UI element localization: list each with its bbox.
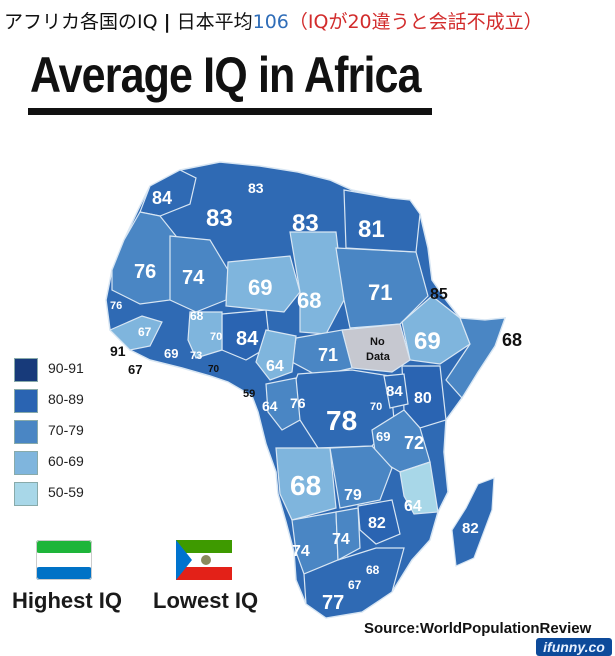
label-namibia: 74 xyxy=(292,543,310,560)
label-egypt: 81 xyxy=(358,216,385,243)
label-angola: 68 xyxy=(290,470,321,501)
label-rwanda: 70 xyxy=(370,401,382,413)
title-underline xyxy=(28,108,432,115)
label-no-data-a: No xyxy=(370,336,385,348)
label-eritrea: 85 xyxy=(430,286,448,303)
region-zambia xyxy=(329,445,393,509)
caption-bar: アフリカ各国のIQ | 日本平均106（IQが20違うと会話不成立） xyxy=(4,7,611,37)
label-nigeria: 84 xyxy=(236,328,259,350)
region-ghana xyxy=(187,311,223,359)
region-zimbabwe xyxy=(357,499,401,545)
legend-swatch xyxy=(14,389,38,413)
label-libya: 83 xyxy=(292,210,319,237)
equatorial-guinea-flag-icon xyxy=(176,540,232,580)
label-chad: 68 xyxy=(297,288,321,313)
label-ivory: 69 xyxy=(164,346,178,361)
label-togo: 73 xyxy=(190,350,202,362)
label-sudan: 71 xyxy=(368,280,392,305)
label-uganda: 84 xyxy=(386,383,403,400)
region-angola xyxy=(275,447,337,521)
region-congo-gabon xyxy=(265,377,301,431)
region-uganda xyxy=(383,373,409,409)
sierra-leone-flag-icon xyxy=(36,540,92,580)
legend-label: 70-79 xyxy=(48,422,84,438)
label-senegal: 76 xyxy=(110,300,122,312)
label-w-sahara: 76 xyxy=(134,261,156,283)
label-niger: 69 xyxy=(248,275,272,300)
label-eq-guinea: 59 xyxy=(243,388,255,400)
label-madagascar: 82 xyxy=(462,520,479,537)
label-car: 71 xyxy=(318,345,338,365)
label-malawi: 64 xyxy=(404,498,422,515)
label-ethiopia: 69 xyxy=(414,328,441,355)
region-egypt xyxy=(343,189,421,253)
map-title: Average IQ in Africa xyxy=(30,47,422,103)
lowest-iq-label: Lowest IQ xyxy=(153,588,259,613)
region-niger xyxy=(225,255,301,313)
ifunny-watermark: ifunny.co xyxy=(536,638,612,656)
label-somalia: 68 xyxy=(502,330,522,350)
region-west-sahara xyxy=(111,211,177,305)
label-zambia: 79 xyxy=(344,487,362,504)
legend-swatch xyxy=(14,482,38,506)
region-south-africa xyxy=(303,547,405,619)
caption-note: （IQが20違うと会話不成立） xyxy=(288,11,543,33)
label-burkina: 68 xyxy=(190,309,204,323)
legend-swatch xyxy=(14,420,38,444)
region-somalia xyxy=(445,317,506,400)
region-madagascar xyxy=(451,477,495,567)
label-mali: 74 xyxy=(182,267,205,289)
legend-label: 60-69 xyxy=(48,453,84,469)
label-tanzania: 72 xyxy=(404,433,424,453)
region-south-sudan xyxy=(341,323,411,373)
legend-swatch xyxy=(14,358,38,382)
label-benin: 70 xyxy=(208,364,220,375)
caption-middle: 日本平均 xyxy=(176,11,253,33)
label-morocco: 84 xyxy=(152,188,172,208)
japan-value: 106 xyxy=(252,11,289,33)
label-algeria-north: 83 xyxy=(248,180,264,196)
legend-label: 50-59 xyxy=(48,484,84,500)
label-congo: 76 xyxy=(290,395,306,411)
region-cameroon xyxy=(255,329,297,381)
region-malawi xyxy=(399,461,439,515)
label-guinea: 67 xyxy=(138,325,152,339)
label-botswana: 74 xyxy=(332,531,350,548)
legend-swatch xyxy=(14,451,38,475)
label-cameroon: 64 xyxy=(266,358,284,375)
label-lesotho: 68 xyxy=(366,563,380,577)
caption-prefix: アフリカ各国のIQ xyxy=(4,11,158,33)
label-sierra-leone: 91 xyxy=(110,343,126,359)
region-guinea xyxy=(108,315,163,351)
label-no-data-b: Data xyxy=(366,351,391,363)
label-ghana: 70 xyxy=(210,331,222,343)
label-liberia: 67 xyxy=(128,362,142,377)
region-botswana xyxy=(335,507,361,561)
label-gabon: 64 xyxy=(262,398,278,414)
label-algeria: 83 xyxy=(206,205,233,232)
label-kenya: 80 xyxy=(414,390,432,407)
source-credit: Source:WorldPopulationReview xyxy=(364,620,592,637)
label-drc: 78 xyxy=(326,405,357,436)
legend-label: 80-89 xyxy=(48,391,84,407)
highest-iq-label: Highest IQ xyxy=(12,588,123,613)
label-zimbabwe: 82 xyxy=(368,515,386,532)
legend-label: 90-91 xyxy=(48,360,84,376)
label-burundi: 69 xyxy=(376,429,390,444)
caption-separator: | xyxy=(163,11,171,33)
label-eswatini: 67 xyxy=(348,578,362,592)
label-south-africa: 77 xyxy=(322,592,344,614)
